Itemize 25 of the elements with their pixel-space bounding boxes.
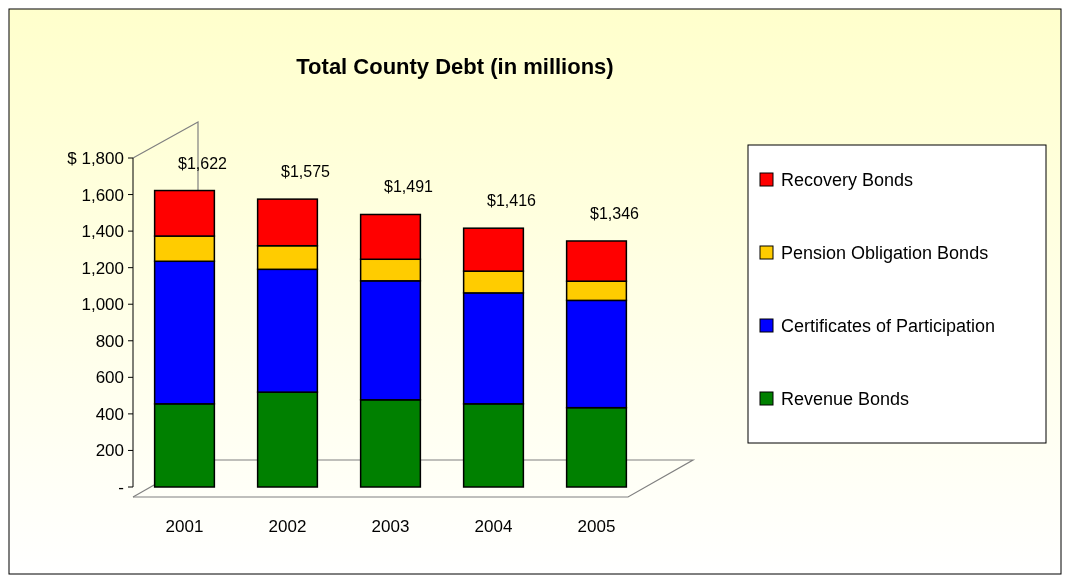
y-tick-label: 1,000 xyxy=(81,295,124,315)
y-tick-label: 1,600 xyxy=(81,185,124,205)
legend-label: Certificates of Participation xyxy=(781,316,996,337)
total-label: $1,575 xyxy=(281,163,331,181)
x-tick-label: 2004 xyxy=(474,517,513,536)
y-tick-label: 1,400 xyxy=(81,222,124,242)
legend-label: Recovery Bonds xyxy=(781,170,914,191)
y-tick-label: - xyxy=(118,477,124,497)
y-tick-label: 800 xyxy=(95,331,124,351)
total-label: $1,416 xyxy=(487,192,537,210)
x-tick-label: 2003 xyxy=(371,517,410,536)
chart-title: Total County Debt (in millions) xyxy=(296,54,614,79)
y-tick-label: 1,200 xyxy=(81,258,124,278)
total-label: $1,346 xyxy=(590,204,640,222)
legend-label: Revenue Bonds xyxy=(781,389,910,410)
y-tick-label: 400 xyxy=(95,404,124,424)
legend-label: Pension Obligation Bonds xyxy=(781,243,989,264)
x-tick-label: 2001 xyxy=(165,517,204,536)
y-tick-label: 200 xyxy=(95,441,124,461)
x-tick-label: 2002 xyxy=(268,517,307,536)
total-label: $1,622 xyxy=(178,154,228,172)
y-tick-label: 600 xyxy=(95,368,124,388)
y-tick-label: $ 1,800 xyxy=(67,148,124,168)
x-tick-label: 2005 xyxy=(577,517,616,536)
total-label: $1,491 xyxy=(384,178,434,196)
